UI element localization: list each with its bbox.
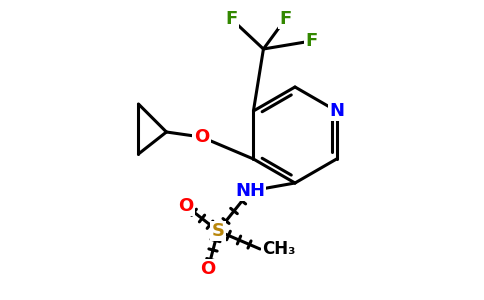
Text: F: F [226,10,238,28]
Text: N: N [329,102,344,120]
Text: O: O [194,128,209,146]
Text: F: F [305,32,318,50]
Text: NH: NH [235,182,265,200]
Text: O: O [179,197,194,215]
Text: F: F [279,10,291,28]
Text: O: O [200,260,216,278]
Text: CH₃: CH₃ [262,240,295,258]
Text: S: S [212,222,225,240]
